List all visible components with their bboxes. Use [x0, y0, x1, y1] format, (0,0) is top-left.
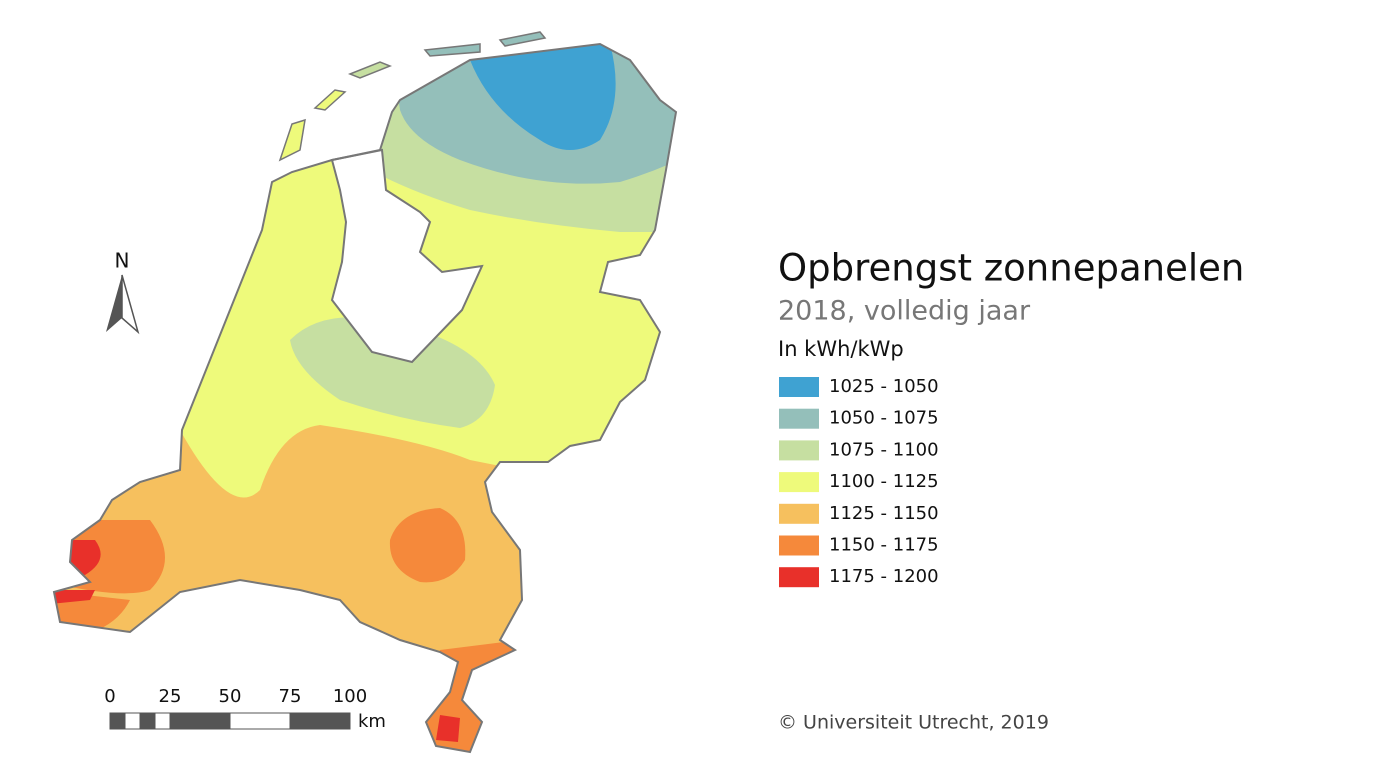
legend-swatch [779, 503, 819, 524]
legend-swatch [779, 408, 819, 429]
legend-label: 1025 - 1050 [829, 376, 939, 397]
unit-label: In kWh/kWp [778, 337, 904, 361]
scale-segment [139, 712, 156, 730]
scale-tick-label: 0 [104, 686, 115, 707]
credit: © Universiteit Utrecht, 2019 [778, 712, 1049, 734]
north-arrow: N [106, 249, 140, 335]
scale-tick-label: 75 [279, 686, 302, 707]
north-label: N [115, 249, 130, 273]
scale-tick-label: 25 [159, 686, 182, 707]
scale-tick-label: 100 [333, 686, 367, 707]
legend-label: 1100 - 1125 [829, 471, 939, 492]
region-1150-1175 [389, 508, 466, 583]
scale-segment [124, 712, 141, 730]
legend-swatch [779, 440, 819, 461]
legend-swatch [779, 377, 819, 397]
scale-segment [109, 712, 126, 730]
scale-segment [289, 712, 351, 730]
legend-swatch [779, 472, 819, 493]
legend: 1025 - 1050 1050 - 1075 1075 - 1100 1100 - … [779, 376, 939, 588]
map [52, 31, 678, 754]
legend-swatch [779, 535, 819, 556]
legend-label: 1050 - 1075 [829, 408, 939, 429]
legend-swatch [779, 567, 819, 588]
scale-segment [229, 712, 291, 730]
subtitle: 2018, volledig jaar [778, 296, 1031, 327]
legend-label: 1175 - 1200 [829, 566, 939, 587]
country-outline [52, 42, 678, 754]
title: Opbrengst zonnepanelen [778, 247, 1244, 290]
scale-tick-label: 50 [219, 686, 242, 707]
ijsselmeer [330, 148, 484, 364]
scale-segment [169, 712, 231, 730]
wadden-islands [278, 31, 547, 162]
scale-bar: 0 25 50 75 100 km [104, 686, 386, 732]
legend-label: 1150 - 1175 [829, 535, 939, 556]
region-1075-1100-central [290, 317, 495, 428]
region-1025-1050 [470, 44, 616, 150]
scale-segment [154, 712, 171, 730]
arrow-right [121, 274, 140, 335]
legend-label: 1075 - 1100 [829, 439, 939, 460]
region-1175-1200 [54, 540, 460, 742]
arrow-left [106, 275, 122, 332]
legend-label: 1125 - 1150 [829, 503, 939, 524]
scale-unit: km [358, 711, 386, 732]
